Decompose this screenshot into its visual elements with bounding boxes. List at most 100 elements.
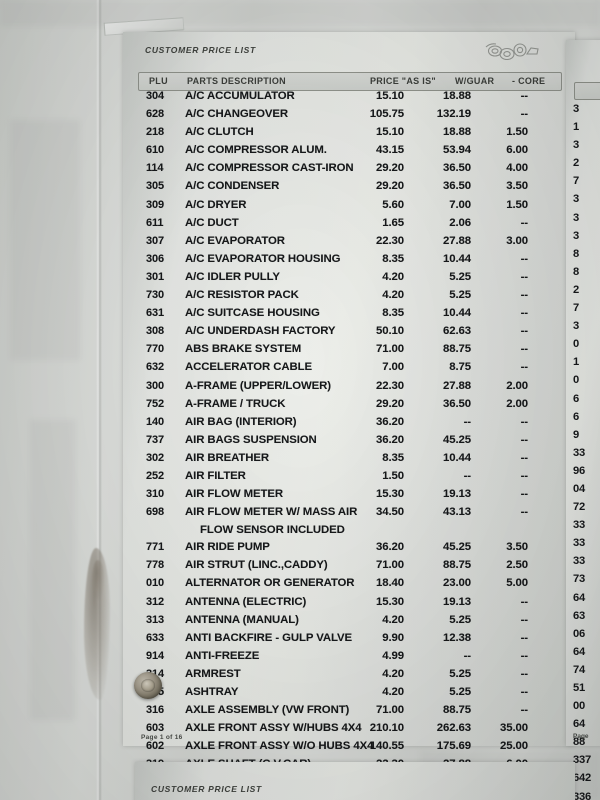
adjacent-plu-fragment: 3 — [573, 229, 580, 242]
table-header-row: PLU PARTS DESCRIPTION PRICE "AS IS" W/GU… — [138, 72, 562, 91]
adjacent-plu-fragment: 00 — [573, 700, 586, 713]
cell-w-guar: 12.38 — [442, 631, 471, 644]
cell-core: -- — [520, 488, 528, 501]
cell-core: -- — [520, 343, 528, 356]
cell-core: -- — [520, 90, 528, 102]
table-row: 218 A/C CLUTCH 15.10 18.88 1.50 — [138, 126, 562, 144]
table-row: 602 AXLE FRONT ASSY W/O HUBS 4X4 140.55 175… — [138, 740, 562, 758]
cell-price-as-is: 36.20 — [375, 433, 404, 446]
cell-core: -- — [520, 704, 528, 717]
cell-plu: 610 — [146, 144, 165, 157]
adjacent-plu-fragment: 337 — [573, 754, 592, 767]
cell-plu: 771 — [146, 541, 165, 554]
adjacent-plu-fragment: 8 — [573, 247, 580, 260]
cell-price-as-is: 9.90 — [382, 631, 404, 644]
adjacent-plu-fragment: 7 — [573, 175, 580, 188]
cell-w-guar: 10.44 — [442, 252, 471, 265]
adjacent-plu-fragment: 96 — [573, 464, 586, 477]
cell-core: -- — [520, 613, 528, 626]
cell-description: A/C SUITCASE HOUSING — [185, 307, 320, 320]
cell-w-guar: -- — [463, 469, 471, 482]
wall-streak — [0, 0, 600, 26]
cell-description: A/C COMPRESSOR CAST-IRON — [185, 162, 354, 175]
cell-plu: 316 — [146, 704, 165, 717]
cell-description: AXLE FRONT ASSY W/HUBS 4X4 — [185, 722, 362, 735]
cell-plu: 631 — [146, 307, 165, 320]
cell-w-guar: 262.63 — [436, 722, 471, 735]
table-row: 312 ANTENNA (ELECTRIC) 15.30 19.13 -- — [138, 596, 562, 614]
table-row: 313 ANTENNA (MANUAL) 4.20 5.25 -- — [138, 614, 562, 632]
cell-core: -- — [520, 433, 528, 446]
cell-core: -- — [520, 415, 528, 428]
cell-w-guar: 5.25 — [449, 613, 471, 626]
table-row: 140 AIR BAG (INTERIOR) 36.20 -- -- — [138, 416, 562, 434]
table-row: 730 A/C RESISTOR PACK 4.20 5.25 -- — [138, 289, 562, 307]
cell-w-guar: 132.19 — [436, 108, 471, 121]
cell-price-as-is: 29.20 — [375, 397, 404, 410]
table-row: 914 ANTI-FREEZE 4.99 -- -- — [138, 650, 562, 668]
cell-price-as-is: 50.10 — [375, 325, 404, 338]
cell-core: 2.00 — [506, 379, 528, 392]
cell-w-guar: -- — [463, 415, 471, 428]
cell-plu: 010 — [146, 577, 165, 590]
column-header-description: PARTS DESCRIPTION — [187, 76, 286, 86]
cell-description: ANTENNA (MANUAL) — [185, 613, 299, 626]
cell-w-guar: 5.25 — [449, 686, 471, 698]
cell-core: -- — [520, 252, 528, 265]
cell-w-guar: 45.25 — [442, 541, 471, 554]
cell-price-as-is: 71.00 — [375, 343, 404, 356]
table-row: 698 AIR FLOW METER W/ MASS AIR 34.50 43.13 -… — [138, 506, 562, 524]
cell-description: A/C EVAPORATOR — [185, 234, 285, 247]
cell-w-guar: 88.75 — [442, 559, 471, 572]
adjacent-plu-fragment: 06 — [573, 627, 586, 640]
cell-description: A/C CHANGEOVER — [185, 108, 289, 121]
cell-description: ANTI-FREEZE — [185, 649, 260, 662]
cell-w-guar: -- — [463, 649, 471, 662]
cell-core: 1.50 — [506, 198, 528, 211]
cell-plu: 310 — [146, 488, 165, 501]
cell-description-continued: FLOW SENSOR INCLUDED — [200, 524, 345, 537]
adjacent-plu-fragment: 63 — [573, 609, 586, 622]
cell-core: -- — [520, 469, 528, 482]
cell-w-guar: 62.63 — [442, 325, 471, 338]
cell-plu: 140 — [146, 415, 165, 428]
cell-plu: 778 — [146, 559, 165, 572]
cell-plu: 633 — [146, 631, 165, 644]
cell-description: A/C RESISTOR PACK — [185, 289, 299, 302]
table-row: 631 A/C SUITCASE HOUSING 8.35 10.44 -- — [138, 307, 562, 325]
cell-core: -- — [520, 325, 528, 338]
cell-price-as-is: 36.20 — [375, 541, 404, 554]
cell-plu: 252 — [146, 469, 165, 482]
cell-price-as-is: 22.30 — [375, 379, 404, 392]
table-row: 778 AIR STRUT (LINC.,CADDY) 71.00 88.75 2.50 — [138, 559, 562, 577]
cell-core: 3.50 — [506, 180, 528, 193]
cell-price-as-is: 34.50 — [375, 506, 404, 519]
adjacent-plu-fragment: 33 — [573, 537, 586, 550]
table-row: 305 A/C CONDENSER 29.20 36.50 3.50 — [138, 180, 562, 198]
cell-w-guar: 36.50 — [442, 162, 471, 175]
cell-price-as-is: 7.00 — [382, 361, 404, 374]
cell-description: ALTERNATOR OR GENERATOR — [185, 577, 355, 590]
cell-plu: 306 — [146, 252, 165, 265]
cell-description: A/C CLUTCH — [185, 126, 254, 139]
cell-description: A/C DUCT — [185, 216, 239, 229]
table-row: 603 AXLE FRONT ASSY W/HUBS 4X4 210.10 262.6… — [138, 722, 562, 740]
cell-plu: 752 — [146, 397, 165, 410]
cell-description: A-FRAME (UPPER/LOWER) — [185, 379, 331, 392]
cell-description: AIR FILTER — [185, 469, 246, 482]
cell-w-guar: 43.13 — [442, 506, 471, 519]
cell-price-as-is: 8.35 — [382, 451, 404, 464]
cell-price-as-is: 29.20 — [375, 180, 404, 193]
cell-w-guar: 19.13 — [442, 488, 471, 501]
adjacent-plu-fragment: 74 — [573, 663, 586, 676]
adjacent-plu-fragment: 33 — [573, 555, 586, 568]
cell-core: -- — [520, 451, 528, 464]
wall-streak — [10, 120, 80, 360]
adjacent-plu-fragment: 64 — [573, 645, 586, 658]
cell-description: A/C UNDERDASH FACTORY — [185, 325, 336, 338]
cell-core: 25.00 — [499, 740, 528, 753]
adjacent-plu-fragment: 2 — [573, 157, 580, 170]
cell-plu: 302 — [146, 451, 165, 464]
cell-core: -- — [520, 686, 528, 698]
